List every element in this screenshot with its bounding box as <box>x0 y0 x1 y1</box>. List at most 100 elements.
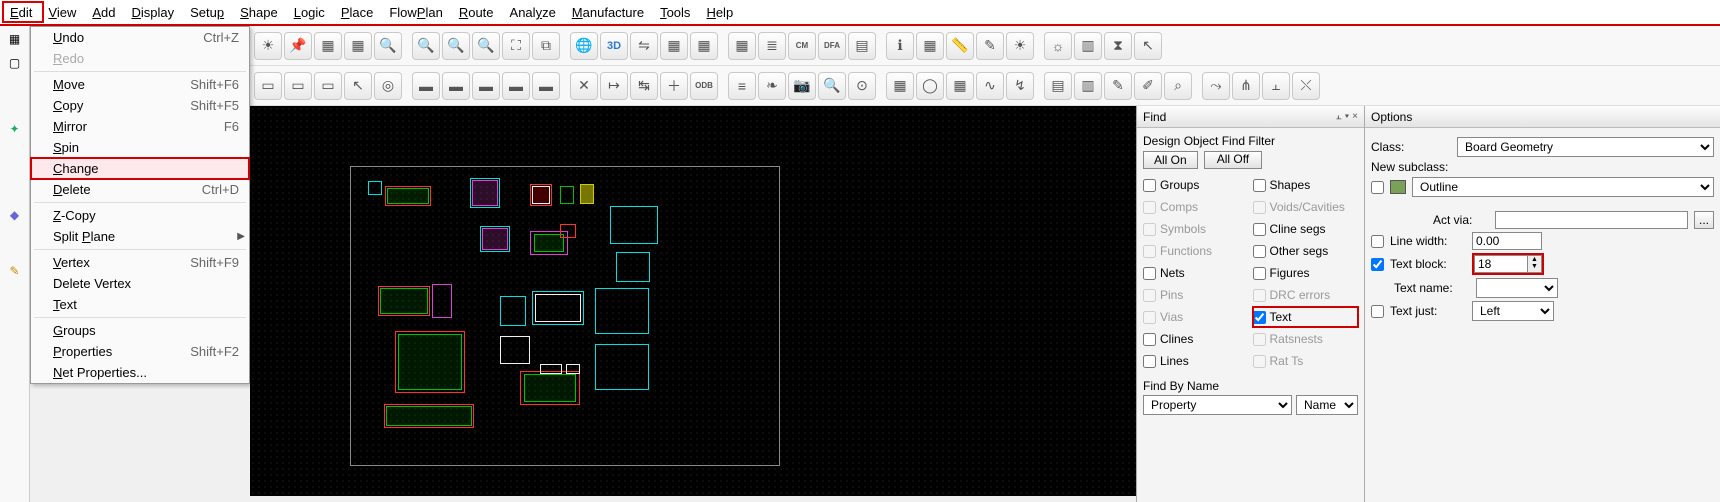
text-block-spin-up[interactable]: ▲ <box>1528 256 1541 263</box>
toolbar-cm-button[interactable]: CM <box>788 32 816 60</box>
toolbar-zoom-region-button[interactable]: ⧉ <box>532 32 560 60</box>
toolbar-route-button[interactable]: ⤳ <box>1202 72 1230 100</box>
find-property-select[interactable]: Property <box>1143 395 1292 415</box>
toolbar-align-button[interactable]: ↹ <box>630 72 658 100</box>
panel-controls[interactable]: ⫠ ▾ × <box>1336 111 1358 122</box>
toolbar-pointer-button[interactable]: ↖ <box>344 72 372 100</box>
edit-menu-mirror[interactable]: MirrorF6 <box>31 116 249 137</box>
left-tool-2[interactable]: ▢ <box>4 52 26 74</box>
toolbar-blk5-button[interactable]: ▬ <box>532 72 560 100</box>
menu-tools[interactable]: Tools <box>652 2 698 23</box>
toolbar-book2-button[interactable]: ▥ <box>1074 72 1102 100</box>
menu-shape[interactable]: Shape <box>232 2 286 23</box>
edit-menu-undo[interactable]: UndoCtrl+Z <box>31 27 249 48</box>
toolbar-bars-button[interactable]: ▥ <box>1074 32 1102 60</box>
toolbar-pair-button[interactable]: ⫠ <box>1262 72 1290 100</box>
toolbar-net-button[interactable]: ⋔ <box>1232 72 1260 100</box>
toolbar-pin-button[interactable]: 📌 <box>284 32 312 60</box>
menu-add[interactable]: Add <box>84 2 123 23</box>
toolbar-scroll-button[interactable]: ⌕ <box>1164 72 1192 100</box>
find-filter-nets[interactable]: Nets <box>1143 263 1249 283</box>
menu-flowplan[interactable]: FlowPlan <box>381 2 450 23</box>
toolbar-leaf-button[interactable]: ❧ <box>758 72 786 100</box>
toolbar-wire-button[interactable]: ↯ <box>1006 72 1034 100</box>
toolbar-flip-button[interactable]: ⇋ <box>630 32 658 60</box>
act-via-browse[interactable]: ... <box>1694 211 1714 229</box>
toolbar-grid-a-button[interactable]: ▦ <box>660 32 688 60</box>
toolbar-wave-button[interactable]: ∿ <box>976 72 1004 100</box>
edit-menu-groups[interactable]: Groups <box>31 320 249 341</box>
find-filter-cline-segs[interactable]: Cline segs <box>1253 219 1359 239</box>
text-name-select[interactable] <box>1476 278 1558 298</box>
toolbar-info-button[interactable]: ℹ <box>886 32 914 60</box>
toolbar-report-button[interactable]: ▤ <box>848 32 876 60</box>
toolbar-draw2-button[interactable]: ✐ <box>1134 72 1162 100</box>
edit-menu-split-plane[interactable]: Split Plane▶ <box>31 226 249 247</box>
find-filter-shapes[interactable]: Shapes <box>1253 175 1359 195</box>
toolbar-grid1-button[interactable]: ▦ <box>314 32 342 60</box>
toolbar-rect1-button[interactable]: ▭ <box>254 72 282 100</box>
left-tool-5[interactable]: ✎ <box>4 260 26 282</box>
left-tool-1[interactable]: ▦ <box>4 28 26 50</box>
toolbar-zoom-out-button[interactable]: 🔍 <box>412 32 440 60</box>
menu-manufacture[interactable]: Manufacture <box>564 2 652 23</box>
toolbar-find-button[interactable]: 🔍 <box>818 72 846 100</box>
toolbar-light-button[interactable]: ✎ <box>976 32 1004 60</box>
menu-help[interactable]: Help <box>698 2 741 23</box>
text-block-spin-down[interactable]: ▼ <box>1528 263 1541 270</box>
find-filter-other-segs[interactable]: Other segs <box>1253 241 1359 261</box>
edit-menu-change[interactable]: Change <box>31 158 249 179</box>
edit-menu-vertex[interactable]: VertexShift+F9 <box>31 252 249 273</box>
menu-view[interactable]: View <box>40 2 84 23</box>
edit-menu-text[interactable]: Text <box>31 294 249 315</box>
toolbar-zoom-out2-button[interactable]: 🔍 <box>472 32 500 60</box>
menu-setup[interactable]: Setup <box>182 2 232 23</box>
toolbar-grid-b-button[interactable]: ▦ <box>690 32 718 60</box>
toolbar-3d-button[interactable]: 3D <box>600 32 628 60</box>
toolbar-draw-button[interactable]: ✎ <box>1104 72 1132 100</box>
line-width-checkbox[interactable] <box>1371 235 1384 248</box>
find-filter-clines[interactable]: Clines <box>1143 329 1249 349</box>
edit-menu-delete-vertex[interactable]: Delete Vertex <box>31 273 249 294</box>
all-on-button[interactable]: All On <box>1143 151 1198 169</box>
design-canvas[interactable] <box>250 106 1136 496</box>
toolbar-zoom-in2-button[interactable]: 🔍 <box>442 32 470 60</box>
edit-menu-spin[interactable]: Spin <box>31 137 249 158</box>
edit-menu-properties[interactable]: PropertiesShift+F2 <box>31 341 249 362</box>
act-via-input[interactable] <box>1495 211 1688 229</box>
toolbar-target-button[interactable]: ◎ <box>374 72 402 100</box>
toolbar-hourglass-button[interactable]: ⧗ <box>1104 32 1132 60</box>
text-just-checkbox[interactable] <box>1371 305 1384 318</box>
menu-route[interactable]: Route <box>451 2 502 23</box>
toolbar-rect3-button[interactable]: ▭ <box>314 72 342 100</box>
toolbar-fitpage-button[interactable]: ⛶ <box>502 32 530 60</box>
find-name-select[interactable]: Name <box>1296 395 1358 415</box>
toolbar-circle-button[interactable]: ◯ <box>916 72 944 100</box>
toolbar-connect-button[interactable]: ✕ <box>570 72 598 100</box>
toolbar-sun3-button[interactable]: ☼ <box>1044 32 1072 60</box>
left-tool-3[interactable]: ✦ <box>4 118 26 140</box>
toolbar-add-button[interactable]: ＋ <box>660 72 688 100</box>
line-width-input[interactable] <box>1472 232 1542 250</box>
toolbar-blk4-button[interactable]: ▬ <box>502 72 530 100</box>
toolbar-dfa-button[interactable]: DFA <box>818 32 846 60</box>
subclass-color-swatch[interactable] <box>1390 180 1406 194</box>
menu-logic[interactable]: Logic <box>286 2 333 23</box>
toolbar-layers-button[interactable]: ≣ <box>758 32 786 60</box>
subclass-select[interactable]: Outline <box>1412 177 1714 197</box>
left-tool-4[interactable]: ◆ <box>4 204 26 226</box>
class-select[interactable]: Board Geometry <box>1457 137 1714 157</box>
toolbar-grid-button[interactable]: ▦ <box>946 72 974 100</box>
toolbar-earth-button[interactable]: 🌐 <box>570 32 598 60</box>
toolbar-blk3-button[interactable]: ▬ <box>472 72 500 100</box>
edit-menu-delete[interactable]: DeleteCtrl+D <box>31 179 249 200</box>
menu-analyze[interactable]: Analyze <box>502 2 564 23</box>
toolbar-end-button[interactable]: ⤬ <box>1292 72 1320 100</box>
find-filter-lines[interactable]: Lines <box>1143 351 1249 371</box>
toolbar-odb-button[interactable]: ODB <box>690 72 718 100</box>
edit-menu-move[interactable]: MoveShift+F6 <box>31 74 249 95</box>
find-filter-groups[interactable]: Groups <box>1143 175 1249 195</box>
edit-menu-net-properties-[interactable]: Net Properties... <box>31 362 249 383</box>
text-block-input[interactable] <box>1474 255 1528 273</box>
toolbar-cursor-button[interactable]: ↖ <box>1134 32 1162 60</box>
